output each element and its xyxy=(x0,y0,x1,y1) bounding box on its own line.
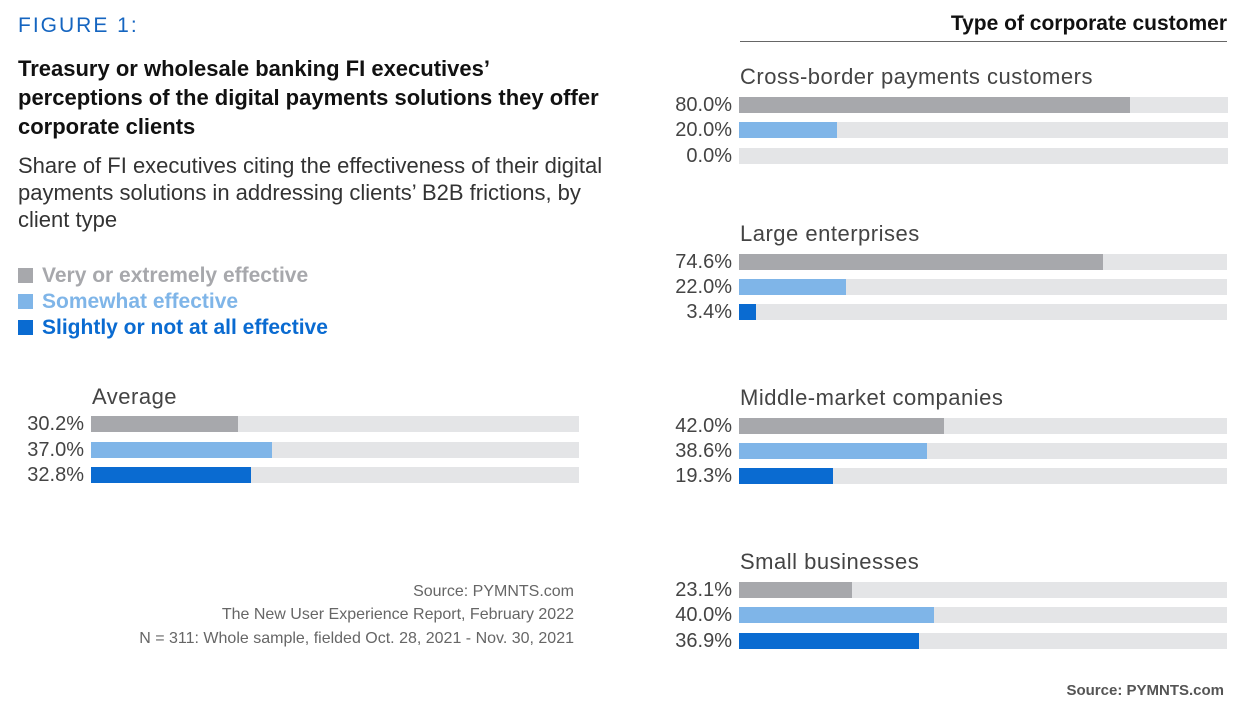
legend-swatch-somewhat xyxy=(18,294,33,309)
bar-small-businesses-very-effective xyxy=(739,582,852,598)
bar-middle-market-companies-somewhat-effective xyxy=(739,443,927,459)
bar-track-average-somewhat-effective xyxy=(91,442,579,458)
bar-cross-border-payments-customers-very-effective xyxy=(739,97,1130,113)
bar-small-businesses-slightly-effective xyxy=(739,633,919,649)
value-label-large-enterprises-slightly-effective: 3.4% xyxy=(686,301,732,323)
legend-swatch-very xyxy=(18,268,33,283)
legend-item-slightly-effective: Slightly or not at all effective xyxy=(18,316,328,340)
value-label-small-businesses-very-effective: 23.1% xyxy=(675,579,732,601)
bar-average-somewhat-effective xyxy=(91,442,272,458)
group-title-average: Average xyxy=(92,384,178,409)
bar-small-businesses-somewhat-effective xyxy=(739,607,934,623)
value-label-cross-border-payments-customers-very-effective: 80.0% xyxy=(675,94,732,116)
bar-middle-market-companies-very-effective xyxy=(739,418,944,434)
legend-item-somewhat-effective: Somewhat effective xyxy=(18,290,238,314)
chart-subtitle: Share of FI executives citing the effect… xyxy=(18,153,603,232)
bar-cross-border-payments-customers-somewhat-effective xyxy=(739,122,837,138)
bar-track-cross-border-payments-customers-slightly-effective xyxy=(739,148,1228,164)
footer-source: Source: PYMNTS.com xyxy=(1066,682,1224,699)
chart-title: Treasury or wholesale banking FI executi… xyxy=(18,56,599,139)
value-label-cross-border-payments-customers-somewhat-effective: 20.0% xyxy=(675,119,732,141)
bar-track-large-enterprises-very-effective xyxy=(739,254,1227,270)
group-title-cross-border-payments-customers: Cross-border payments customers xyxy=(740,64,1093,89)
bar-large-enterprises-slightly-effective xyxy=(739,304,756,320)
value-label-average-very-effective: 30.2% xyxy=(27,413,84,435)
bar-track-middle-market-companies-somewhat-effective xyxy=(739,443,1227,459)
bar-track-cross-border-payments-customers-somewhat-effective xyxy=(739,122,1228,138)
bar-track-small-businesses-very-effective xyxy=(739,582,1227,598)
value-label-average-somewhat-effective: 37.0% xyxy=(27,439,84,461)
value-label-average-slightly-effective: 32.8% xyxy=(27,464,84,486)
bar-track-average-slightly-effective xyxy=(91,467,579,483)
bar-track-large-enterprises-somewhat-effective xyxy=(739,279,1227,295)
source-line: Source: PYMNTS.com xyxy=(413,583,574,600)
group-title-small-businesses: Small businesses xyxy=(740,549,920,574)
bar-average-slightly-effective xyxy=(91,467,251,483)
bar-track-large-enterprises-slightly-effective xyxy=(739,304,1227,320)
bar-middle-market-companies-slightly-effective xyxy=(739,468,833,484)
bar-track-middle-market-companies-very-effective xyxy=(739,418,1227,434)
legend-swatch-slightly xyxy=(18,320,33,335)
legend-item-very-effective: Very or extremely effective xyxy=(18,264,308,288)
bar-track-middle-market-companies-slightly-effective xyxy=(739,468,1227,484)
value-label-small-businesses-slightly-effective: 36.9% xyxy=(675,630,732,652)
group-title-large-enterprises: Large enterprises xyxy=(740,221,920,246)
legend-label-very: Very or extremely effective xyxy=(42,264,309,287)
report-name-line: The New User Experience Report, February… xyxy=(221,606,574,623)
value-label-large-enterprises-very-effective: 74.6% xyxy=(675,251,732,273)
value-label-middle-market-companies-somewhat-effective: 38.6% xyxy=(675,440,732,462)
legend-label-slightly: Slightly or not at all effective xyxy=(42,316,328,339)
bar-track-cross-border-payments-customers-very-effective xyxy=(739,97,1228,113)
bar-average-very-effective xyxy=(91,416,238,432)
group-title-middle-market-companies: Middle-market companies xyxy=(740,385,1004,410)
bar-track-small-businesses-slightly-effective xyxy=(739,633,1227,649)
value-label-cross-border-payments-customers-slightly-effective: 0.0% xyxy=(686,145,732,167)
header-divider xyxy=(740,41,1227,42)
bar-large-enterprises-somewhat-effective xyxy=(739,279,846,295)
value-label-middle-market-companies-slightly-effective: 19.3% xyxy=(675,465,732,487)
sample-note-line: N = 311: Whole sample, fielded Oct. 28, … xyxy=(139,630,574,647)
value-label-middle-market-companies-very-effective: 42.0% xyxy=(675,415,732,437)
bar-track-small-businesses-somewhat-effective xyxy=(739,607,1227,623)
value-label-large-enterprises-somewhat-effective: 22.0% xyxy=(675,276,732,298)
value-label-small-businesses-somewhat-effective: 40.0% xyxy=(675,604,732,626)
legend-label-somewhat: Somewhat effective xyxy=(42,290,239,313)
customer-type-header: Type of corporate customer xyxy=(950,12,1227,35)
bar-track-average-very-effective xyxy=(91,416,579,432)
figure-label: FIGURE 1: xyxy=(18,14,139,37)
bar-large-enterprises-very-effective xyxy=(739,254,1103,270)
